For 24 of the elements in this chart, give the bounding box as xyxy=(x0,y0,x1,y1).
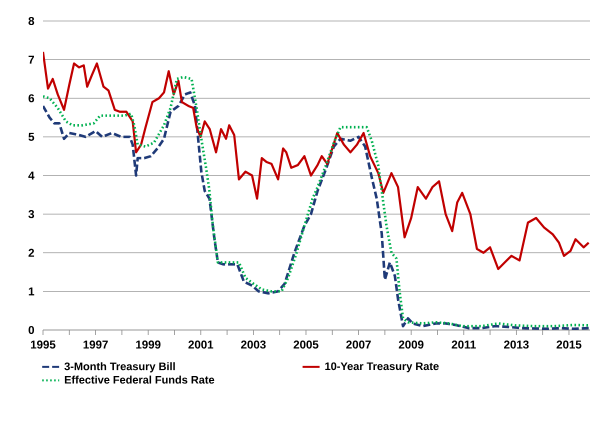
x-tick-label: 2005 xyxy=(294,340,318,349)
y-tick-label: 4 xyxy=(28,172,34,180)
legend-label: 3-Month Treasury Bill xyxy=(64,362,175,372)
y-tick-label: 0 xyxy=(28,326,34,334)
x-tick-label: 2009 xyxy=(398,340,424,349)
x-tick-label: 2011 xyxy=(452,340,476,349)
y-tick-label: 8 xyxy=(28,16,34,26)
x-tick-label: 2001 xyxy=(188,340,214,349)
x-tick-label: 1995 xyxy=(30,340,56,349)
x-tick-label: 1997 xyxy=(84,340,108,349)
y-tick-label: 6 xyxy=(28,94,34,102)
line-series xyxy=(43,50,590,270)
x-tick-label: 2003 xyxy=(241,340,266,349)
x-tick-label: 1999 xyxy=(136,340,160,349)
legend-label: Effective Federal Funds Rate xyxy=(64,376,214,384)
y-tick-label: 7 xyxy=(28,56,34,64)
y-tick-label: 5 xyxy=(28,132,34,141)
x-tick-label: 2013 xyxy=(504,340,529,349)
legend-label: 10-Year Treasury Rate xyxy=(325,362,439,372)
y-tick-label: 1 xyxy=(28,287,34,296)
x-tick-label: 2007 xyxy=(346,340,371,349)
x-tick-label: 2015 xyxy=(556,340,582,349)
y-tick-label: 3 xyxy=(28,210,34,218)
y-tick-label: 2 xyxy=(28,248,34,257)
